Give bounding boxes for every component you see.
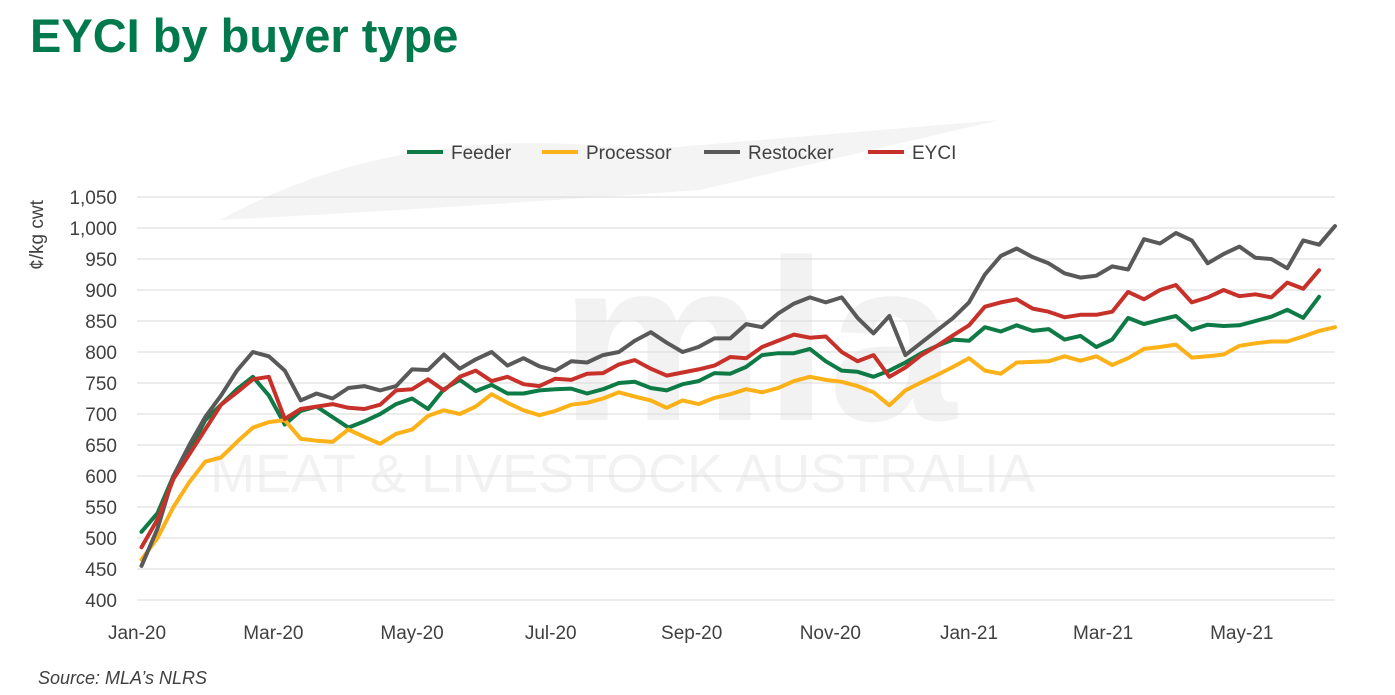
series-line-processor — [139, 325, 1337, 562]
x-tick-label: Sep-20 — [661, 623, 722, 644]
y-tick-label: 950 — [85, 250, 117, 271]
mla-watermark: mla MEAT & LIVESTOCK AUSTRALIA — [210, 120, 1035, 504]
source-note: Source: MLA’s NLRS — [38, 668, 208, 688]
legend-label-restocker: Restocker — [748, 143, 834, 164]
x-tick-label: Nov-20 — [800, 623, 861, 644]
series-line-eyci — [139, 268, 1322, 550]
y-tick-label: 850 — [85, 312, 117, 333]
x-tick-label: Jan-21 — [940, 623, 998, 644]
y-axis-title: ¢/kg cwt — [27, 199, 48, 269]
y-tick-label: 450 — [85, 560, 117, 581]
x-tick-label: Mar-20 — [243, 623, 303, 644]
series-lines — [139, 224, 1337, 568]
watermark-text: MEAT & LIVESTOCK AUSTRALIA — [210, 444, 1035, 504]
y-tick-label: 1,050 — [69, 188, 117, 209]
page-title: EYCI by buyer type — [30, 9, 459, 62]
x-tick-label: Mar-21 — [1073, 623, 1133, 644]
y-tick-label: 700 — [85, 405, 117, 426]
y-tick-label: 500 — [85, 529, 117, 550]
series-line-feeder — [139, 294, 1322, 534]
legend-label-feeder: Feeder — [451, 143, 512, 164]
watermark-logo: mla — [560, 212, 958, 469]
x-tick-label: May-21 — [1210, 623, 1273, 644]
y-tick-label: 600 — [85, 467, 117, 488]
legend: Feeder Processor Restocker EYCI — [407, 143, 956, 164]
y-tick-label: 1,000 — [69, 219, 117, 240]
legend-label-eyci: EYCI — [912, 143, 956, 164]
legend-label-processor: Processor — [586, 143, 672, 164]
y-tick-label: 550 — [85, 498, 117, 519]
y-tick-label: 750 — [85, 374, 117, 395]
x-tick-label: Jul-20 — [525, 623, 577, 644]
series-line-restocker — [139, 224, 1337, 568]
gridlines — [137, 196, 1335, 601]
y-tick-label: 400 — [85, 591, 117, 612]
y-tick-label: 650 — [85, 436, 117, 457]
x-tick-label: Jan-20 — [108, 623, 166, 644]
y-tick-label: 800 — [85, 343, 117, 364]
x-tick-label: May-20 — [380, 623, 443, 644]
y-tick-label: 900 — [85, 281, 117, 302]
axes: 400 450 500 550 600 650 700 750 800 850 900 950 1,00… — [69, 188, 1273, 644]
